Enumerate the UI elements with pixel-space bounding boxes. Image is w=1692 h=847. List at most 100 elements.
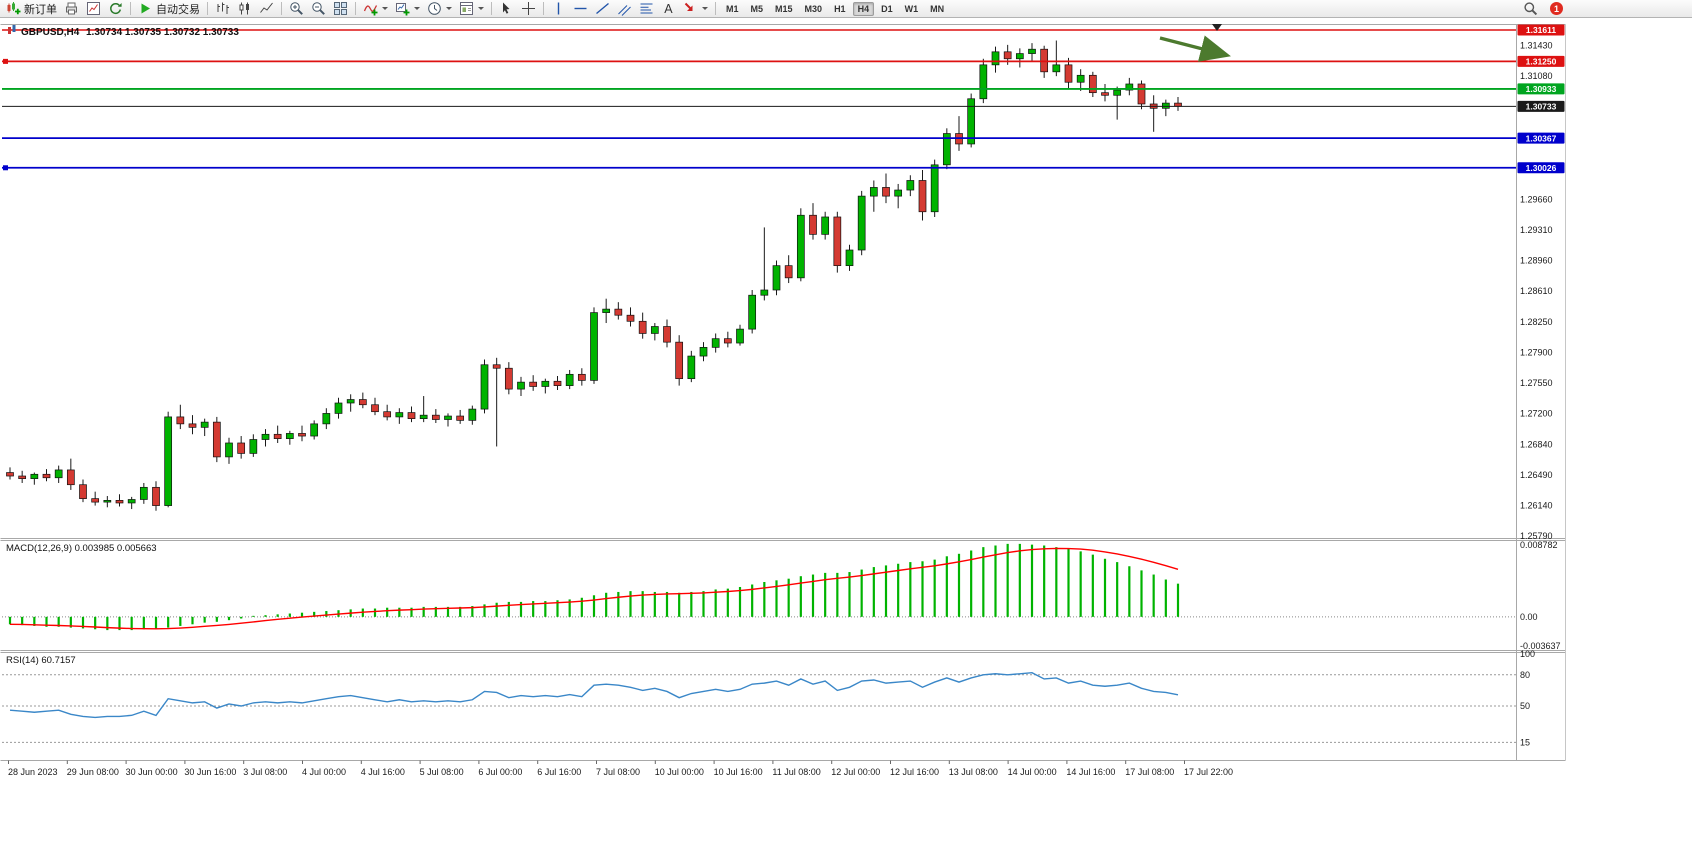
- new-order-button[interactable]: 新订单: [3, 1, 60, 17]
- svg-text:1.30367: 1.30367: [1526, 133, 1557, 143]
- timeframe-m30-button[interactable]: M30: [800, 2, 828, 16]
- dropdown-caret-icon: [446, 7, 452, 10]
- candle: [468, 408, 477, 421]
- tile-windows-button[interactable]: [330, 1, 351, 17]
- svg-text:1.29310: 1.29310: [1520, 225, 1553, 235]
- add-chart-icon: [395, 1, 410, 16]
- svg-text:4 Jul 00:00: 4 Jul 00:00: [302, 767, 346, 777]
- candle: [127, 499, 136, 504]
- cursor-button[interactable]: [496, 1, 517, 17]
- timeframe-toolbar: M1 M5 M15 M30 H1 H4 D1 W1 MN: [720, 1, 950, 16]
- candle: [638, 320, 647, 334]
- bar-chart-button[interactable]: [212, 1, 233, 17]
- candle-chart-button[interactable]: [234, 1, 255, 17]
- svg-text:1.28610: 1.28610: [1520, 286, 1553, 296]
- svg-text:1.27200: 1.27200: [1520, 408, 1553, 418]
- cursor-icon: [499, 1, 514, 16]
- annotations[interactable]: [1159, 24, 1231, 62]
- timeframe-m15-button[interactable]: M15: [770, 2, 798, 16]
- svg-text:3 Jul 08:00: 3 Jul 08:00: [243, 767, 287, 777]
- chart-canvas[interactable]: 1.31611 1.31250 1.30933 1.30733 1.30367 1.300…: [0, 18, 1692, 847]
- trend-arrow[interactable]: [1159, 35, 1231, 62]
- arrow-tool-button[interactable]: [680, 1, 711, 17]
- price-badge: [1517, 100, 1565, 112]
- zoom-in-button[interactable]: [286, 1, 307, 17]
- price-lines-layer[interactable]: [2, 29, 1516, 171]
- price-axis[interactable]: 1.31611 1.31250 1.30933 1.30733 1.30367 1.300…: [1517, 24, 1565, 542]
- line-chart-button[interactable]: [256, 1, 277, 17]
- candle: [942, 133, 951, 166]
- tile-windows-icon: [333, 1, 348, 16]
- svg-text:1.30733: 1.30733: [1526, 102, 1557, 112]
- new-order-icon: [6, 1, 21, 16]
- candle: [882, 187, 890, 197]
- indicators-button[interactable]: [360, 1, 391, 17]
- candle: [675, 341, 684, 380]
- timeframe-w1-button[interactable]: W1: [900, 2, 924, 16]
- candles-layer: [6, 40, 1182, 511]
- candle: [796, 214, 805, 279]
- svg-text:5 Jul 08:00: 5 Jul 08:00: [420, 767, 464, 777]
- rsi-panel: 100 80 50 15: [2, 649, 1535, 747]
- toolbar-separator: [543, 2, 544, 15]
- svg-text:11 Jul 08:00: 11 Jul 08:00: [772, 767, 820, 777]
- svg-text:30 Jun 00:00: 30 Jun 00:00: [126, 767, 178, 777]
- candle: [310, 423, 319, 437]
- notification-badge[interactable]: 1: [1550, 2, 1563, 15]
- timeframe-m1-button[interactable]: M1: [721, 2, 744, 16]
- chart-title: GBPUSD,H4 1.30734 1.30735 1.30732 1.3073…: [8, 25, 239, 38]
- candle: [711, 338, 720, 348]
- fibonacci-button[interactable]: [636, 1, 657, 17]
- candle: [967, 98, 976, 145]
- candle: [565, 373, 574, 386]
- crosshair-icon: [521, 1, 536, 16]
- marker-triangle-icon[interactable]: [1212, 24, 1222, 31]
- candle: [809, 214, 817, 235]
- line-handle[interactable]: [3, 58, 8, 64]
- market-watch-button[interactable]: [83, 1, 104, 17]
- candle: [66, 469, 75, 486]
- timeframe-h4-button[interactable]: H4: [852, 1, 875, 16]
- candle: [1015, 53, 1024, 60]
- search-button[interactable]: [1520, 1, 1541, 17]
- candle: [346, 399, 355, 404]
- svg-text:10 Jul 16:00: 10 Jul 16:00: [714, 767, 763, 777]
- price-badge: [1517, 132, 1565, 144]
- candle: [687, 355, 696, 380]
- macd-label: MACD(12,26,9) 0.003985 0.005663: [6, 543, 157, 554]
- candle: [18, 475, 27, 479]
- candle: [261, 433, 270, 440]
- timeframe-d1-button[interactable]: D1: [876, 2, 898, 16]
- candle: [237, 442, 246, 454]
- horizontal-line-button[interactable]: [570, 1, 591, 17]
- time-axis[interactable]: 28 Jun 2023 29 Jun 08:00 30 Jun 00:00 30 Ju…: [8, 760, 1233, 778]
- svg-text:1.28960: 1.28960: [1520, 255, 1553, 265]
- candle: [444, 415, 452, 420]
- timeframe-m5-button[interactable]: M5: [746, 2, 769, 16]
- candle: [504, 367, 513, 390]
- templates-button[interactable]: [456, 1, 487, 17]
- toolbar-separator: [491, 2, 492, 15]
- candle: [833, 216, 842, 267]
- vertical-line-button[interactable]: [548, 1, 569, 17]
- timeframe-mn-button[interactable]: MN: [925, 2, 949, 16]
- svg-text:4 Jul 16:00: 4 Jul 16:00: [361, 767, 405, 777]
- candle-chart-icon: [237, 1, 252, 16]
- text-tool-button[interactable]: A: [658, 1, 679, 17]
- dropdown-caret-icon: [382, 7, 388, 10]
- trendline-button[interactable]: [592, 1, 613, 17]
- refresh-button[interactable]: [105, 1, 126, 17]
- crosshair-button[interactable]: [518, 1, 539, 17]
- channel-button[interactable]: [614, 1, 635, 17]
- add-chart-button[interactable]: [392, 1, 423, 17]
- trendline-icon: [595, 1, 610, 16]
- periods-button[interactable]: [424, 1, 455, 17]
- zoom-out-button[interactable]: [308, 1, 329, 17]
- candle: [821, 216, 830, 235]
- auto-trading-button[interactable]: 自动交易: [135, 1, 203, 17]
- print-button[interactable]: [61, 1, 82, 17]
- line-chart-icon: [259, 1, 274, 16]
- timeframe-h1-button[interactable]: H1: [829, 2, 851, 16]
- candle: [529, 381, 538, 387]
- line-handle[interactable]: [3, 165, 8, 171]
